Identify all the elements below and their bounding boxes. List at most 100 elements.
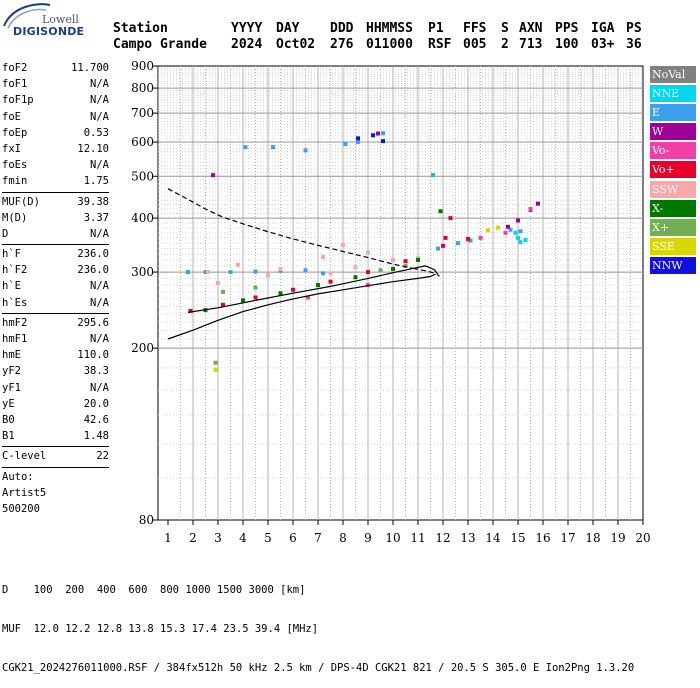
param-key: B0	[2, 413, 15, 426]
param-key: foE	[2, 110, 21, 123]
param-key: fmin	[2, 175, 28, 188]
param-value: 22	[96, 450, 109, 463]
param-key: h`Es	[2, 296, 28, 309]
param-row: B0 42.6	[2, 412, 109, 428]
legend-item-nne: NNE	[650, 85, 696, 103]
data-point-ssw	[328, 271, 333, 276]
data-point-nne	[523, 237, 528, 242]
data-point-x	[221, 289, 225, 294]
param-key: C-level	[2, 450, 47, 463]
data-point-e	[508, 227, 513, 232]
data-point-vo	[188, 308, 193, 313]
y-tick-label: 200	[131, 341, 154, 355]
y-tick-label: 700	[131, 106, 154, 120]
y-tick-label: 800	[131, 81, 154, 95]
footer-file-info: CGK21_2024276011000.RSF / 384fx512h 50 k…	[2, 662, 635, 674]
param-row: D N/A	[2, 226, 109, 242]
legend-item-x: X+	[650, 218, 696, 236]
header-label-10: IGA	[591, 21, 615, 36]
param-value: N/A	[90, 333, 109, 345]
legend-item-ssw: SSW	[650, 180, 696, 198]
param-divider	[2, 446, 109, 448]
data-point-vo	[253, 295, 258, 300]
param-row: foE N/A	[2, 109, 109, 125]
data-point-sse	[213, 367, 218, 372]
data-point-x	[213, 360, 218, 365]
x-tick-label: 12	[435, 531, 450, 545]
y-tick-label: 80	[139, 513, 154, 527]
param-key: h`F2	[2, 264, 28, 277]
param-divider	[2, 244, 109, 246]
param-row: C-level 22	[2, 448, 109, 464]
x-tick-label: 10	[385, 531, 400, 545]
data-point-vo	[221, 302, 225, 307]
param-value: N/A	[90, 227, 109, 240]
x-tick-label: 1	[164, 531, 172, 545]
data-point-vo	[448, 216, 453, 221]
data-point-vo	[403, 259, 408, 264]
header-value-0: Campo Grande	[113, 37, 207, 52]
data-point-e	[243, 145, 248, 150]
header-value-10: 03+	[591, 37, 615, 52]
data-point-vo	[478, 235, 483, 240]
logo-lowell: Lowell	[42, 13, 79, 26]
x-tick-label: 16	[535, 531, 550, 545]
data-point-ssw	[216, 281, 220, 286]
data-point-e	[228, 270, 233, 275]
data-point-e	[456, 241, 460, 246]
param-value: N/A	[90, 94, 109, 107]
param-value: 42.6	[83, 413, 109, 426]
legend-item-noval: NoVal	[650, 66, 696, 83]
param-row: h`F 236.0	[2, 246, 109, 262]
param-row: h`F2 236.0	[2, 262, 109, 278]
data-point-e	[381, 131, 385, 136]
header-value-5: RSF	[428, 37, 452, 52]
data-point-ssw	[206, 270, 210, 275]
param-key: foF1p	[2, 94, 34, 107]
param-row: MUF(D) 39.38	[2, 194, 109, 210]
legend-item-e: E	[650, 104, 696, 122]
data-point-ssw	[278, 266, 283, 271]
legend-item-sse: SSE	[650, 237, 696, 255]
digisonde-logo: Lowell DIGISONDE	[0, 0, 110, 45]
data-point-e	[321, 271, 325, 276]
param-key: fxI	[2, 142, 21, 155]
x-tick-label: 18	[585, 531, 600, 545]
data-point-nne	[518, 240, 523, 245]
y-tick-label: 900	[131, 59, 154, 73]
param-value: 236.0	[77, 248, 109, 261]
data-point-e	[303, 268, 308, 273]
header-label-9: PPS	[555, 21, 579, 36]
param-value: N/A	[90, 159, 109, 172]
header-label-5: P1	[428, 21, 444, 36]
auto-scaling-line: Auto:	[2, 470, 34, 483]
param-row: foF1p N/A	[2, 92, 109, 108]
data-point-e	[436, 246, 440, 251]
header-value-11: 36	[626, 37, 642, 52]
data-point-x	[438, 209, 443, 214]
parameter-panel: foF2 11.700 foF1 N/A foF1p N/A foE N/A foEp 0.53 f…	[2, 60, 109, 517]
param-value: 3.37	[83, 211, 109, 224]
trace-line	[187, 265, 440, 313]
header-label-6: FFS	[463, 21, 487, 36]
param-value: N/A	[90, 280, 109, 293]
legend-item-x: X-	[650, 199, 696, 217]
auto-scaling-line: Artist5	[2, 486, 47, 499]
header-value-4: 011000	[366, 37, 413, 52]
x-tick-label: 7	[314, 531, 322, 545]
data-point-ssw	[236, 262, 240, 267]
data-point-w	[506, 224, 510, 229]
param-value: 110.0	[77, 349, 109, 362]
param-row: yF1 N/A	[2, 380, 109, 396]
x-tick-label: 19	[610, 531, 625, 545]
param-row: fxI 12.10	[2, 141, 109, 157]
param-value: 38.3	[83, 365, 109, 378]
header-label-0: Station	[113, 21, 168, 36]
param-row: h`Es N/A	[2, 295, 109, 311]
header-label-3: DDD	[330, 21, 354, 36]
y-tick-label: 500	[131, 169, 154, 183]
param-row: B1 1.48	[2, 428, 109, 444]
data-point-nne	[516, 235, 520, 240]
data-point-e	[271, 145, 275, 150]
